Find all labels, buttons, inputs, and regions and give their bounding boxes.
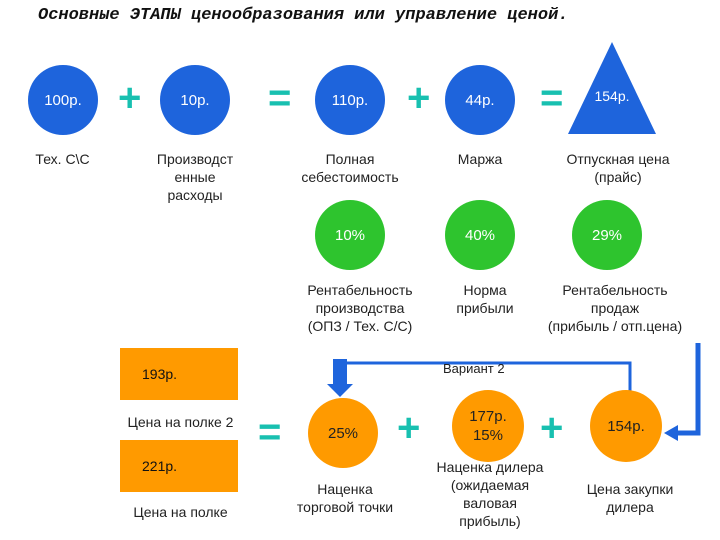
dealer-markup-label: Наценка дилера (ожидаемая валовая прибыл… [436,459,544,529]
big-arrow-shaft [676,343,701,436]
shelf-price-2-box: 193р. [120,348,238,400]
tech-cost-value: 100р. [44,91,82,109]
list-price-label: Отпускная цена (прайс) [566,151,670,185]
down-arrow-head [327,384,353,397]
tech-cost-circle: 100р. [28,65,98,135]
shelf-price-2-label: Цена на полке 2 [127,414,234,430]
production-profitability-circle: 10% [315,200,385,270]
retail-markup-value: 25% [327,424,359,442]
full-cost-value: 110р. [331,91,369,109]
page-title: Основные ЭТАПЫ ценообразования или управ… [38,6,569,25]
plus-operator-2: + [407,76,431,120]
profit-rate-label: Норма прибыли [456,282,514,316]
shelf-price-box: 221р. [120,440,238,492]
production-cost-label: Производст енные расходы [156,151,234,203]
margin-label: Маржа [457,151,503,167]
triangle-value: 154р. [594,88,630,104]
tech-cost-label: Тех. С\С [35,151,90,167]
price-triangle [568,42,656,134]
margin-circle: 44р. [445,65,515,135]
dealer-markup-circle: 177р. 15% [452,390,524,462]
production-profitability-label: Рентабельность производства (ОПЗ / Тех. … [307,282,413,334]
variant-label: Вариант 2 [443,361,505,376]
retail-markup-label: Наценка торговой точки [296,481,394,515]
retail-markup-circle: 25% [308,398,378,468]
production-cost-value: 10р. [180,91,210,109]
shelf-price-value: 221р. [142,458,178,474]
sales-profitability-circle: 29% [572,200,642,270]
full-cost-circle: 110р. [315,65,385,135]
shelf-price-2-value: 193р. [142,366,178,382]
shelf-price-label: Цена на полке [133,504,228,520]
big-arrow-head [664,425,678,441]
sales-profitability-label: Рентабельность продаж (прибыль / отп.цен… [547,282,683,334]
equals-operator-1: = [268,76,292,120]
full-cost-label: Полная себестоимость [301,151,399,185]
plus-operator-1: + [118,76,142,120]
production-profitability-value: 10% [334,226,366,244]
sales-profitability-value: 29% [591,226,623,244]
production-cost-circle: 10р. [160,65,230,135]
dealer-purchase-label: Цена закупки дилера [586,481,674,515]
profit-rate-circle: 40% [445,200,515,270]
profit-rate-value: 40% [464,226,496,244]
dealer-purchase-value: 154р. [607,417,645,435]
plus-operator-3: + [397,406,421,450]
down-arrow-shaft [333,359,347,385]
dealer-markup-value: 177р. 15% [469,408,507,444]
equals-operator-3: = [258,410,282,454]
margin-value: 44р. [465,91,495,109]
dealer-purchase-circle: 154р. [590,390,662,462]
equals-operator-2: = [540,76,564,120]
plus-operator-4: + [540,406,564,450]
